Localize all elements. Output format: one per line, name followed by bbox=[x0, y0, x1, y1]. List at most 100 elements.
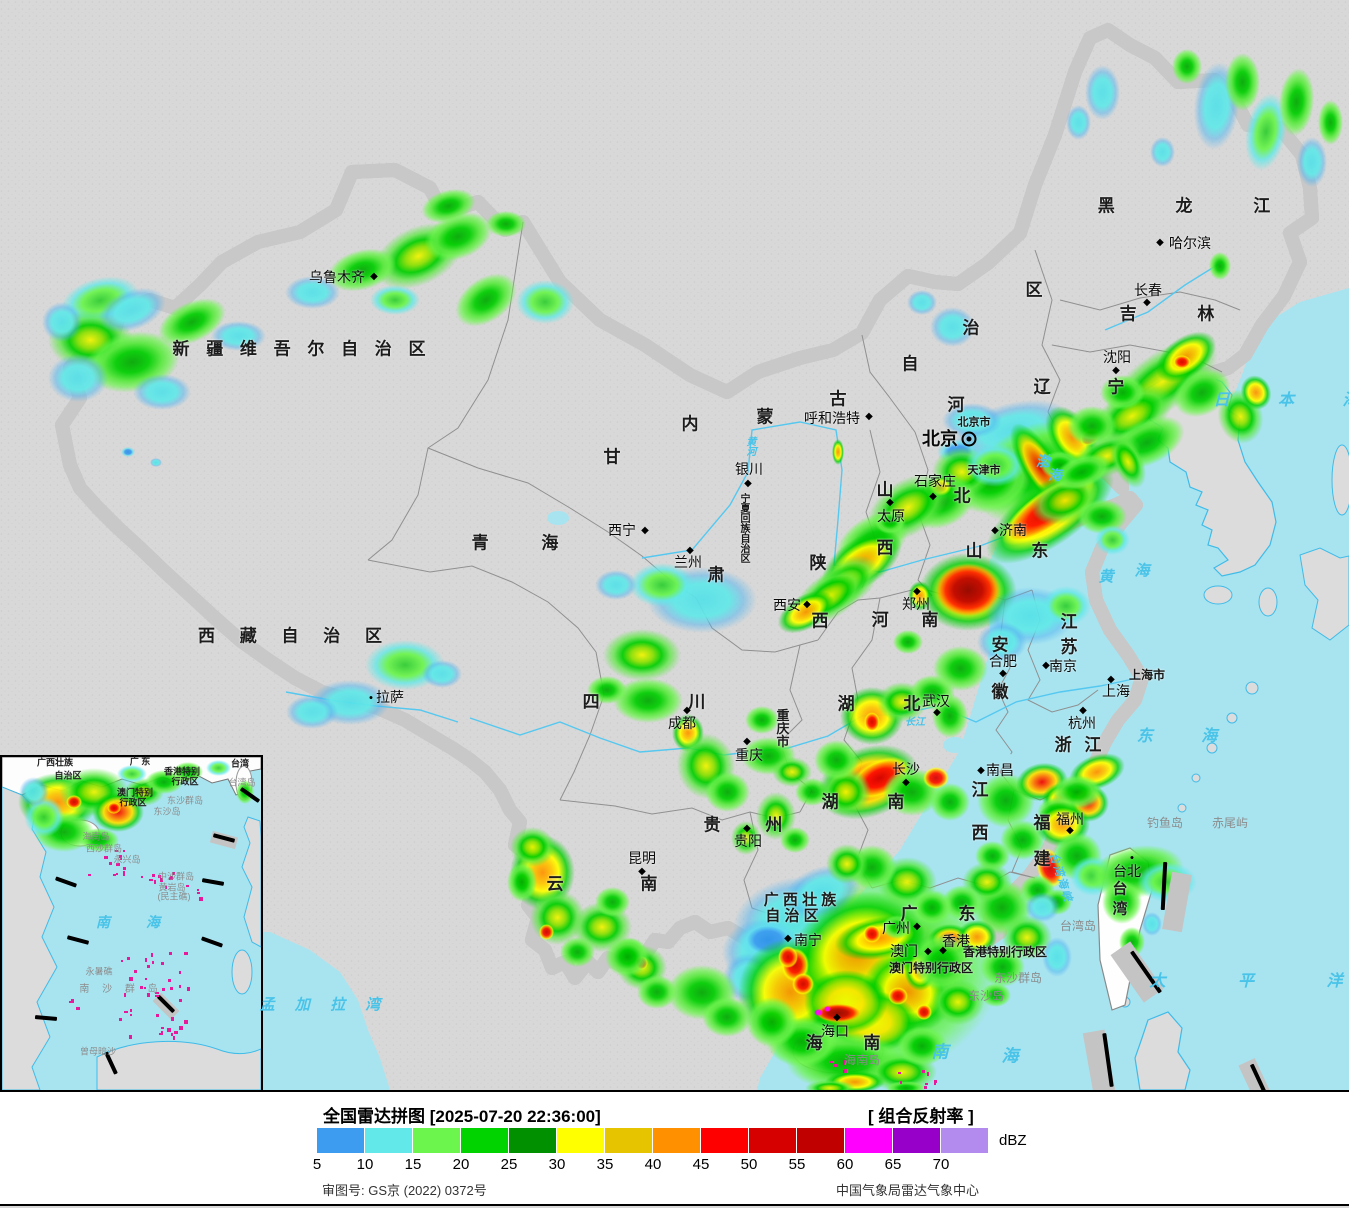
japan-kyushu bbox=[1299, 547, 1349, 641]
island-mark bbox=[88, 873, 91, 877]
city-diamond-marker: ◆ bbox=[1042, 660, 1050, 671]
map-label: 台湾岛 bbox=[1059, 919, 1097, 933]
island-mark bbox=[169, 952, 172, 956]
map-label: 山 东 bbox=[965, 541, 1071, 561]
city-label: 南昌 bbox=[986, 762, 1014, 778]
beijing-radar-icon bbox=[961, 431, 977, 447]
scale-segment bbox=[845, 1128, 892, 1153]
island-mark bbox=[167, 979, 172, 983]
scale-tick: 25 bbox=[500, 1156, 518, 1173]
map-label: 辽 宁 bbox=[1033, 377, 1151, 397]
nine-dash-segment bbox=[239, 787, 261, 803]
island-mark bbox=[123, 867, 127, 871]
island-mark bbox=[149, 878, 153, 882]
map-label: 安 bbox=[991, 635, 1009, 655]
map-label: 东沙岛 bbox=[153, 806, 181, 817]
city-diamond-marker: ◆ bbox=[933, 707, 941, 718]
scale-tick: 55 bbox=[788, 1156, 806, 1173]
map-label: 西 bbox=[876, 538, 894, 558]
city-label: 哈尔滨 bbox=[1169, 235, 1211, 251]
city-diamond-marker: ◆ bbox=[833, 1012, 841, 1023]
map-label: 海 南 bbox=[805, 1033, 899, 1053]
island-mark bbox=[833, 1064, 838, 1068]
map-label: 东沙岛 bbox=[967, 989, 1005, 1003]
map-label: 南 海 bbox=[96, 914, 176, 930]
island-mark bbox=[158, 1033, 161, 1036]
scale-segment bbox=[797, 1128, 844, 1153]
map-label: 青 海 bbox=[471, 533, 583, 553]
map-label: 长江 bbox=[905, 717, 925, 728]
scale-tick: 70 bbox=[932, 1156, 950, 1173]
island-mark bbox=[178, 970, 182, 975]
map-label: 湖 北 bbox=[837, 694, 943, 714]
island-mark bbox=[75, 1006, 80, 1011]
scale-tick: 40 bbox=[644, 1156, 662, 1173]
island-mark bbox=[186, 987, 190, 991]
map-label: 上海市 bbox=[1128, 668, 1166, 682]
map-label: 海 bbox=[1048, 467, 1062, 483]
map-label: 陕 bbox=[809, 553, 827, 573]
island-mark bbox=[161, 961, 165, 966]
scale-segment bbox=[749, 1128, 796, 1153]
scale-segment bbox=[509, 1128, 556, 1153]
inset-geography bbox=[2, 757, 261, 1090]
island-mark bbox=[127, 956, 130, 961]
map-label: 山 bbox=[876, 480, 894, 500]
island-mark bbox=[113, 873, 117, 877]
scale-segment bbox=[461, 1128, 508, 1153]
map-label: 行政区 bbox=[171, 776, 199, 787]
island-mark bbox=[122, 849, 126, 853]
map-label: 宁夏回族自治区 bbox=[738, 493, 749, 563]
scale-segment bbox=[605, 1128, 652, 1153]
city-diamond-marker: ◆ bbox=[991, 525, 999, 536]
island-mark bbox=[170, 986, 173, 991]
map-label: 浙 江 bbox=[1054, 735, 1106, 755]
map-label: 福 bbox=[1033, 813, 1051, 833]
city-label: 成都 bbox=[668, 715, 696, 731]
map-label: 古 bbox=[829, 389, 847, 409]
city-diamond-marker: ◆ bbox=[370, 271, 378, 282]
nine-dash-segment bbox=[34, 1015, 58, 1021]
island-mark bbox=[143, 986, 146, 990]
scale-tick: 50 bbox=[740, 1156, 758, 1173]
island-mark bbox=[924, 1083, 928, 1086]
island-mark bbox=[124, 1010, 129, 1013]
map-label: 蒙 bbox=[756, 407, 774, 427]
island-mark bbox=[934, 1079, 938, 1084]
ryukyu-islands bbox=[1177, 681, 1259, 813]
map-label: 行政区 bbox=[119, 797, 147, 808]
map-label: 澳门特别 bbox=[116, 787, 154, 798]
map-label: 台湾海峡 bbox=[1046, 851, 1075, 905]
scale-tick: 60 bbox=[836, 1156, 854, 1173]
map-overlay-labels: 新 疆 维 吾 尔 自 治 区西 藏 自 治 区青 海甘肃内蒙古自治区黑 龙 江… bbox=[34, 198, 1349, 1090]
city-diamond-marker: ◆ bbox=[683, 705, 691, 716]
legend-panel: 全国雷达拼图 [2025-07-20 22:36:00] [ 组合反射率 ] d… bbox=[0, 1090, 1349, 1206]
map-label: 新 疆 维 吾 尔 自 治 区 bbox=[172, 339, 432, 359]
map-title: 全国雷达拼图 [2025-07-20 22:36:00] bbox=[323, 1107, 601, 1126]
city-label: 福州 bbox=[1056, 811, 1084, 827]
city-diamond-marker: ◆ bbox=[638, 866, 646, 877]
city-label: 贵阳 bbox=[734, 833, 762, 849]
map-label: 江 bbox=[971, 780, 989, 800]
island-mark bbox=[129, 977, 134, 982]
island-mark bbox=[160, 1031, 163, 1035]
city-diamond-marker: ◆ bbox=[865, 411, 873, 422]
city-label: 武汉 bbox=[922, 693, 950, 709]
island-mark bbox=[119, 857, 123, 860]
island-mark bbox=[68, 1000, 73, 1004]
map-label: 北 bbox=[953, 486, 971, 506]
map-label: 广 东 bbox=[129, 756, 151, 767]
map-label: 海 bbox=[1001, 1046, 1019, 1066]
boundary-gray-patch bbox=[1110, 941, 1164, 1003]
city-label: 合肥 bbox=[989, 653, 1017, 669]
radar-map: 新 疆 维 吾 尔 自 治 区西 藏 自 治 区青 海甘肃内蒙古自治区黑 龙 江… bbox=[0, 0, 1349, 1090]
map-label: 渤 bbox=[1036, 453, 1050, 469]
city-label: 长春 bbox=[1134, 282, 1162, 298]
map-label: 曾母暗沙 bbox=[79, 1046, 117, 1057]
island-mark bbox=[146, 992, 151, 997]
island-mark bbox=[129, 1013, 133, 1017]
island-mark bbox=[160, 1026, 165, 1030]
city-label: 长沙 bbox=[892, 761, 920, 777]
island-mark bbox=[140, 985, 144, 989]
map-label: 东 海 bbox=[1136, 728, 1240, 745]
